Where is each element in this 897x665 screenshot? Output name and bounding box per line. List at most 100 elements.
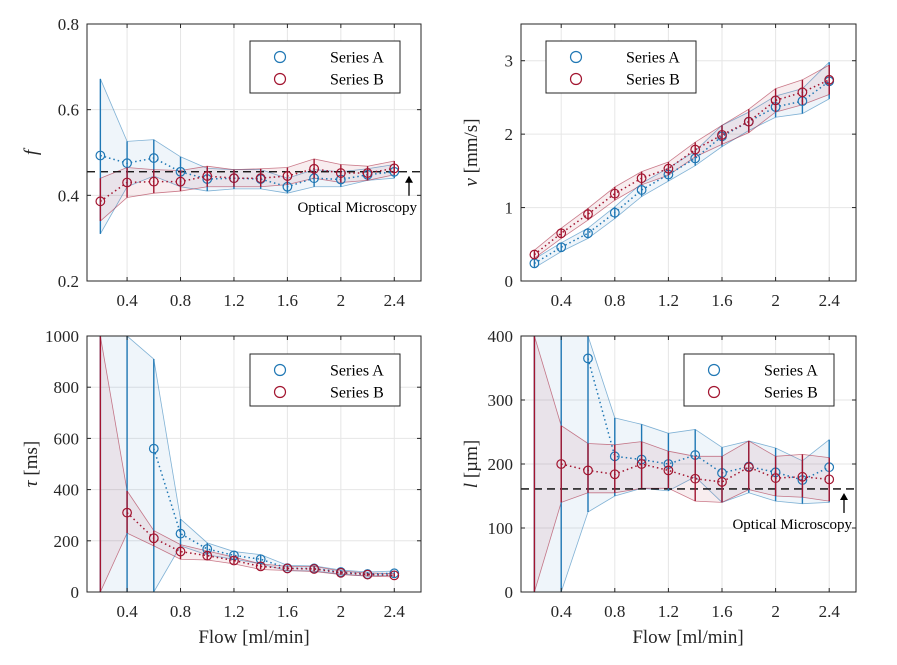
data-point-b — [309, 163, 320, 174]
data-point-b — [335, 168, 346, 178]
data-point-b — [663, 465, 674, 476]
x-tick-label: 2.4 — [384, 291, 406, 310]
x-tick-label: 0.8 — [170, 291, 191, 310]
data-point-b — [609, 188, 620, 199]
axes-frame-v — [520, 23, 857, 282]
data-point-a — [255, 554, 266, 565]
band-b — [534, 65, 830, 259]
legend-box — [249, 353, 401, 407]
y-axis-symbol: f — [21, 147, 42, 155]
y-tick-label: 400 — [54, 481, 80, 500]
y-axis-unit: [ms] — [21, 441, 42, 481]
y-axis-label-v: v [mm/s] — [461, 118, 482, 186]
band-lower-edge-a — [534, 98, 830, 269]
legend-marker-b — [707, 385, 721, 399]
x-tick-label: 0.4 — [116, 602, 138, 621]
band-a — [534, 336, 830, 592]
legend-marker-b — [273, 72, 287, 86]
data-layer-l — [521, 336, 856, 592]
legend-marker-a — [273, 363, 287, 377]
data-point-b — [175, 546, 186, 557]
legend-marker-b — [569, 72, 583, 86]
data-point-b — [770, 473, 781, 483]
data-point-b — [797, 87, 808, 98]
data-point-b — [583, 209, 593, 220]
data-point-b — [636, 459, 647, 469]
data-layer-v — [529, 61, 835, 269]
data-point-b — [690, 473, 701, 484]
x-tick-label: 1.2 — [223, 291, 244, 310]
data-point-b — [362, 168, 373, 178]
data-point-b — [717, 129, 727, 140]
band-upper-edge-a — [534, 336, 830, 462]
legend-box — [545, 40, 697, 94]
legend-label-a: Series A — [626, 50, 680, 67]
x-tick-label: 0.8 — [604, 291, 625, 310]
legend-tau: Series A Series B — [249, 353, 401, 407]
x-tick-label: 0.4 — [551, 291, 573, 310]
y-tick-label: 3 — [505, 52, 514, 71]
data-point-b — [148, 176, 159, 187]
y-axis-label-l: l [µm] — [461, 440, 482, 488]
data-point-b — [202, 171, 213, 181]
data-point-a — [609, 207, 620, 218]
data-point-b — [282, 563, 293, 574]
x-tick-label: 2.4 — [819, 602, 841, 621]
legend-marker-b — [273, 385, 287, 399]
x-tick-label: 2 — [337, 602, 346, 621]
series-line-b — [561, 463, 830, 483]
panel-l: 0.4 0.8 1.2 1.6 2 2.4 0 100 200 300 400 l [µm] Optic… — [461, 327, 857, 621]
data-point-b — [770, 95, 781, 106]
data-point-b — [95, 196, 106, 207]
data-point-b — [122, 177, 132, 188]
data-point-b — [636, 173, 647, 184]
y-tick-label: 1 — [505, 199, 514, 218]
data-point-b — [583, 465, 593, 476]
legend-v: Series A Series B — [545, 40, 697, 94]
x-tick-label: 1.6 — [277, 291, 298, 310]
panel-f: 0.4 0.8 1.2 1.6 2 2.4 0.2 0.4 0.6 0.8 f Optical Mic… — [21, 15, 422, 310]
y-tick-label: 800 — [54, 378, 80, 397]
data-point-b — [389, 570, 400, 581]
legend-label-b: Series B — [330, 72, 384, 89]
data-point-b — [362, 569, 373, 580]
y-tick-label: 0.2 — [58, 272, 79, 291]
y-axis-symbol: l — [461, 483, 482, 488]
reference-arrow-head — [840, 492, 848, 500]
legend-label-b: Series B — [764, 385, 818, 402]
y-tick-label: 1000 — [45, 327, 79, 346]
y-tick-label: 0.6 — [58, 101, 79, 120]
data-layer-tau — [99, 336, 400, 592]
data-point-b — [229, 173, 239, 184]
x-tick-label: 1.6 — [711, 602, 732, 621]
y-axis-symbol: v — [461, 178, 482, 187]
y-tick-label: 2 — [505, 125, 514, 144]
y-tick-label: 200 — [488, 455, 514, 474]
y-tick-label: 0.8 — [58, 15, 79, 34]
x-tick-label: 1.2 — [658, 602, 679, 621]
band-lower-edge-a — [100, 175, 395, 235]
data-layer-f — [87, 78, 421, 235]
data-point-b — [824, 74, 835, 85]
x-tick-label: 0.4 — [116, 291, 138, 310]
data-point-b — [690, 144, 701, 155]
reference-annotation: Optical Microscopy — [297, 200, 417, 216]
legend-label-b: Series B — [330, 385, 384, 402]
y-tick-label: 400 — [488, 327, 514, 346]
legend-marker-a — [569, 50, 583, 64]
data-point-b — [743, 116, 754, 127]
band-upper-edge-b — [534, 64, 830, 251]
x-tick-label: 1.6 — [277, 602, 298, 621]
legend-box — [683, 353, 835, 407]
data-point-a — [148, 443, 159, 454]
axes-frame-f — [86, 23, 422, 282]
axes-frame-tau — [86, 335, 422, 593]
legend-f: Series A Series B — [249, 40, 401, 94]
band-lower-edge-b — [99, 532, 395, 592]
band-b — [534, 336, 830, 592]
data-point-b — [663, 163, 674, 174]
data-point-b — [282, 171, 293, 181]
legend-label-a: Series A — [330, 50, 384, 67]
